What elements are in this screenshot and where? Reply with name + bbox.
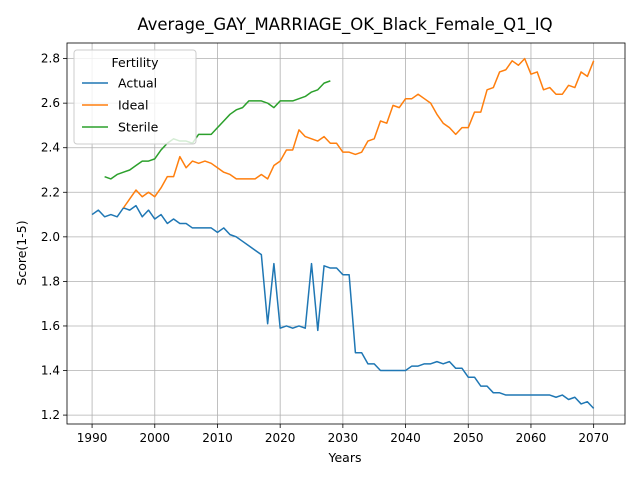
chart-title: Average_GAY_MARRIAGE_OK_Black_Female_Q1_… <box>137 15 552 35</box>
x-tick-label: 2020 <box>265 431 296 445</box>
x-tick-label: 2050 <box>453 431 484 445</box>
legend-title: Fertility <box>112 55 160 70</box>
y-tick-label: 2.8 <box>41 52 60 66</box>
legend: Fertility Actual Ideal Sterile <box>73 49 197 145</box>
legend-label-actual: Actual <box>118 76 157 91</box>
x-tick-label: 2060 <box>516 431 547 445</box>
legend-label-ideal: Ideal <box>118 98 148 113</box>
axes-frame <box>66 42 626 425</box>
x-tick-label: 2010 <box>202 431 233 445</box>
x-tick-label: 2040 <box>390 431 421 445</box>
x-tick-label: 2000 <box>140 431 171 445</box>
legend-label-sterile: Sterile <box>118 120 159 135</box>
y-tick-label: 1.2 <box>41 408 60 422</box>
y-tick-label: 1.6 <box>41 319 60 333</box>
series-line-sterile <box>104 80 331 180</box>
series-line-actual <box>91 204 595 409</box>
plot-area: 1990 2000 2010 2020 2030 2040 2050 2060 2070 1.2 1… <box>41 42 626 445</box>
y-tick-label: 2.2 <box>41 185 60 199</box>
x-axis-label: Years <box>328 450 362 465</box>
x-tick-label: 2070 <box>578 431 609 445</box>
legend-box <box>73 49 197 145</box>
series-line-ideal <box>122 57 595 209</box>
y-tick-label: 2.4 <box>41 141 60 155</box>
y-tick-label: 2.0 <box>41 230 60 244</box>
y-tick-label: 1.8 <box>41 274 60 288</box>
x-tick-label: 2030 <box>328 431 359 445</box>
y-tick-label: 1.4 <box>41 364 60 378</box>
x-tick-label: 1990 <box>77 431 108 445</box>
y-axis-label: Score(1-5) <box>14 220 29 285</box>
y-tick-label: 2.6 <box>41 96 60 110</box>
